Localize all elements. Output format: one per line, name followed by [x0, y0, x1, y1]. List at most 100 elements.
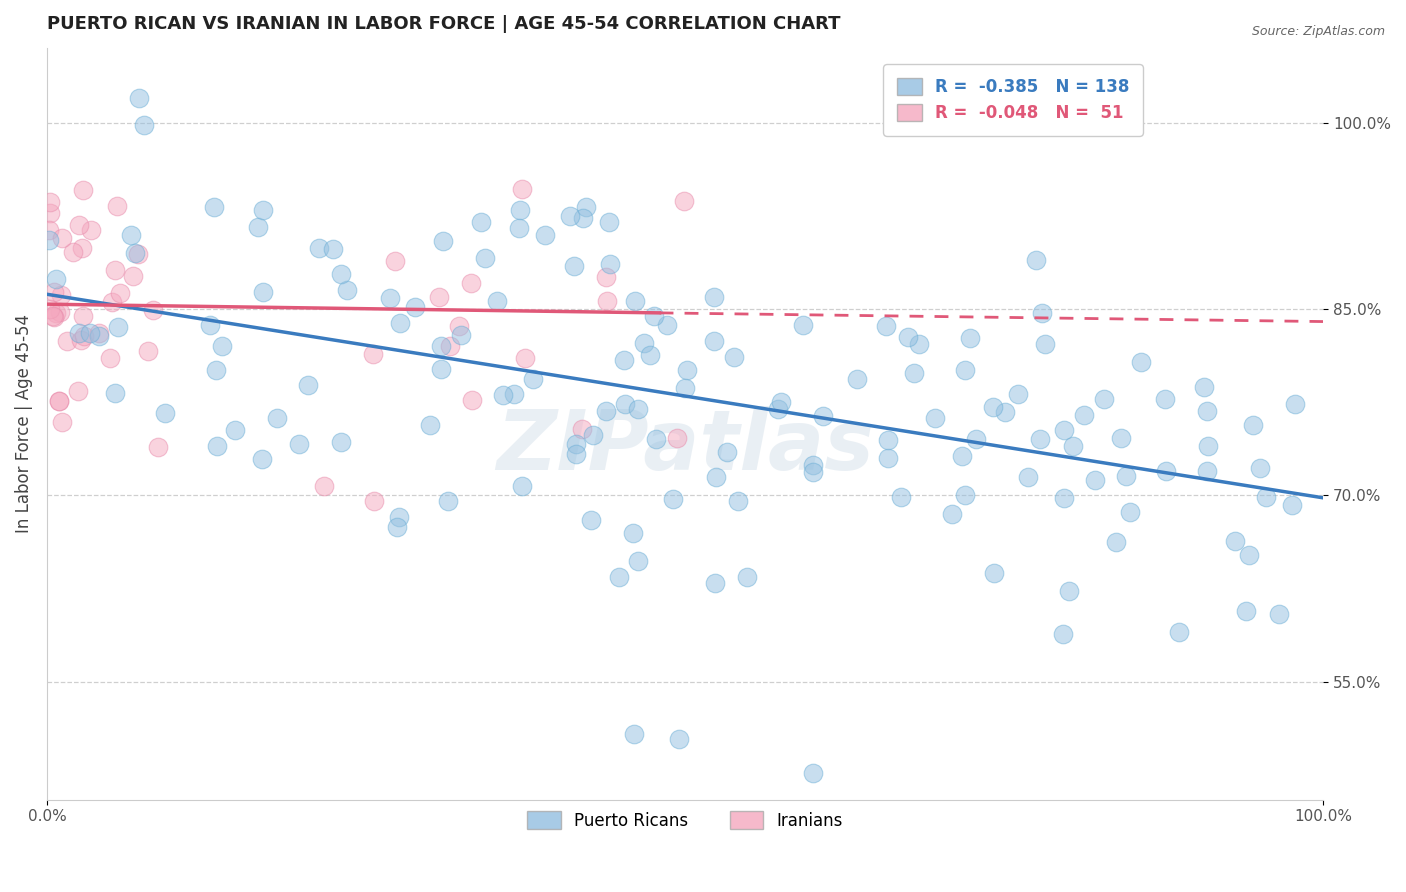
Point: [42, 309, 65, 323]
Point: [136, 343, 159, 358]
Point: [1017, 470, 1039, 484]
Point: [1053, 491, 1076, 505]
Point: [250, 452, 273, 467]
Point: [486, 294, 509, 309]
Point: [510, 479, 533, 493]
Point: [336, 283, 359, 297]
Point: [73, 329, 96, 343]
Point: [1053, 423, 1076, 437]
Point: [572, 211, 595, 225]
Point: [735, 569, 758, 583]
Point: [1115, 469, 1137, 483]
Point: [42, 310, 65, 324]
Point: [533, 227, 555, 242]
Point: [67, 218, 90, 232]
Point: [981, 400, 1004, 414]
Point: [582, 427, 605, 442]
Point: [450, 327, 472, 342]
Point: [436, 494, 458, 508]
Point: [79, 326, 101, 341]
Point: [107, 319, 129, 334]
Point: [565, 447, 588, 461]
Point: [599, 257, 621, 271]
Point: [79, 222, 101, 236]
Point: [1281, 498, 1303, 512]
Point: [432, 234, 454, 248]
Point: [1031, 306, 1053, 320]
Point: [723, 350, 745, 364]
Point: [595, 404, 617, 418]
Point: [62, 244, 84, 259]
Point: [89, 326, 111, 340]
Point: [429, 290, 451, 304]
Point: [565, 436, 588, 450]
Point: [668, 731, 690, 746]
Point: [666, 431, 689, 445]
Point: [1284, 397, 1306, 411]
Point: [575, 200, 598, 214]
Point: [388, 510, 411, 524]
Legend: Puerto Ricans, Iranians: Puerto Ricans, Iranians: [520, 805, 849, 837]
Point: [766, 402, 789, 417]
Point: [72, 183, 94, 197]
Point: [45, 272, 67, 286]
Point: [983, 566, 1005, 580]
Point: [965, 432, 987, 446]
Point: [460, 276, 482, 290]
Point: [638, 347, 661, 361]
Point: [312, 479, 335, 493]
Point: [1154, 464, 1177, 478]
Point: [67, 326, 90, 340]
Point: [49, 304, 72, 318]
Point: [460, 392, 482, 407]
Point: [42, 285, 65, 300]
Point: [627, 402, 650, 417]
Point: [959, 330, 981, 344]
Point: [598, 215, 620, 229]
Point: [247, 220, 270, 235]
Point: [613, 397, 636, 411]
Point: [252, 285, 274, 299]
Point: [1256, 490, 1278, 504]
Point: [803, 458, 825, 472]
Point: [38, 223, 60, 237]
Point: [1168, 624, 1191, 639]
Point: [522, 372, 544, 386]
Point: [613, 352, 636, 367]
Point: [322, 242, 344, 256]
Point: [627, 554, 650, 568]
Point: [1241, 417, 1264, 432]
Text: ZIPatlas: ZIPatlas: [496, 406, 875, 487]
Point: [675, 362, 697, 376]
Point: [70, 241, 93, 255]
Point: [474, 252, 496, 266]
Point: [1025, 252, 1047, 267]
Point: [297, 378, 319, 392]
Point: [39, 301, 62, 316]
Point: [1192, 380, 1215, 394]
Point: [801, 766, 824, 780]
Point: [875, 319, 897, 334]
Point: [70, 333, 93, 347]
Point: [703, 334, 725, 349]
Point: [727, 494, 749, 508]
Point: [903, 366, 925, 380]
Point: [104, 263, 127, 277]
Point: [388, 316, 411, 330]
Point: [508, 221, 530, 235]
Point: [38, 233, 60, 247]
Point: [1267, 607, 1289, 621]
Text: Source: ZipAtlas.com: Source: ZipAtlas.com: [1251, 25, 1385, 38]
Point: [811, 409, 834, 423]
Point: [104, 385, 127, 400]
Point: [48, 393, 70, 408]
Point: [67, 384, 90, 399]
Point: [202, 201, 225, 215]
Point: [845, 372, 868, 386]
Point: [704, 470, 727, 484]
Text: PUERTO RICAN VS IRANIAN IN LABOR FORCE | AGE 45-54 CORRELATION CHART: PUERTO RICAN VS IRANIAN IN LABOR FORCE |…: [46, 15, 841, 33]
Point: [1197, 439, 1219, 453]
Point: [492, 388, 515, 402]
Point: [662, 491, 685, 506]
Point: [509, 202, 531, 217]
